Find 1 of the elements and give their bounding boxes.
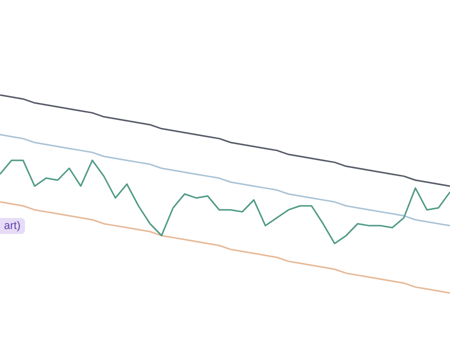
annotation: art) — [0, 218, 24, 234]
